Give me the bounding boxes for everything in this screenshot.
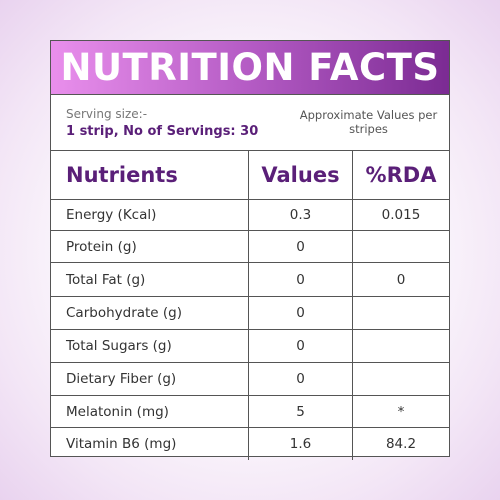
table-row: Total Sugars (g) 0 [51,330,449,363]
nutrient-value: 0.3 [249,200,353,230]
nutrient-name: Vitamin B6 (mg) [51,428,249,460]
serving-label: Serving size:- [66,107,148,121]
column-header: Values [249,151,353,199]
serving-section: Serving size:- 1 strip, No of Servings: … [51,95,449,151]
nutrient-name: Total Sugars (g) [51,330,249,362]
serving-note: Approximate Values per stripes [299,108,438,136]
table-row: Carbohydrate (g) 0 [51,297,449,330]
nutrient-value: 0 [249,363,353,395]
table-row: Melatonin (mg) 5 * [51,396,449,428]
nutrient-rda [353,297,449,329]
nutrient-value: 5 [249,396,353,427]
nutrient-rda: 84.2 [385,436,417,452]
serving-detail: 1 strip, No of Servings: 30 [66,124,259,139]
header-row: Nutrients Values %RDA [51,151,449,200]
nutrient-name: Energy (Kcal) [51,200,249,230]
table-row: Dietary Fiber (g) 0 [51,363,449,396]
table: Nutrients Values %RDA Energy (Kcal) 0.3 0.015… [51,151,449,460]
nutrient-name: Carbohydrate (g) [51,297,249,329]
nutrient-value: 0 [249,263,353,296]
column-header: Nutrients [51,151,249,199]
table-row: Energy (Kcal) 0.3 0.015 [51,200,449,231]
nutrient-rda: * [397,403,405,420]
table-row: Protein (g) 0 [51,231,449,263]
nutrient-name: Protein (g) [51,231,249,262]
nutrient-value: 1.6 [249,428,353,460]
nutrient-value: 0 [249,231,353,262]
nutrient-rda [353,363,449,395]
nutrient-rda [353,231,449,262]
nutrition-card: NUTRITION FACTS Serving size:- 1 strip, … [50,40,450,460]
nutrient-rda: 0.015 [381,207,421,223]
table-row: Total Fat (g) 0 0 [51,263,449,297]
table-row: Vitamin B6 (mg) 1.6 84.2 [51,428,449,460]
nutrient-value: 0 [249,297,353,329]
title: NUTRITION FACTS [51,41,449,95]
nutrient-name: Total Fat (g) [51,263,249,296]
nutrient-name: Melatonin (mg) [51,396,249,427]
nutrient-rda [353,330,449,362]
nutrient-value: 0 [249,330,353,362]
nutrient-name: Dietary Fiber (g) [51,363,249,395]
nutrient-rda: 0 [396,271,406,288]
column-header: %RDA [365,163,437,187]
